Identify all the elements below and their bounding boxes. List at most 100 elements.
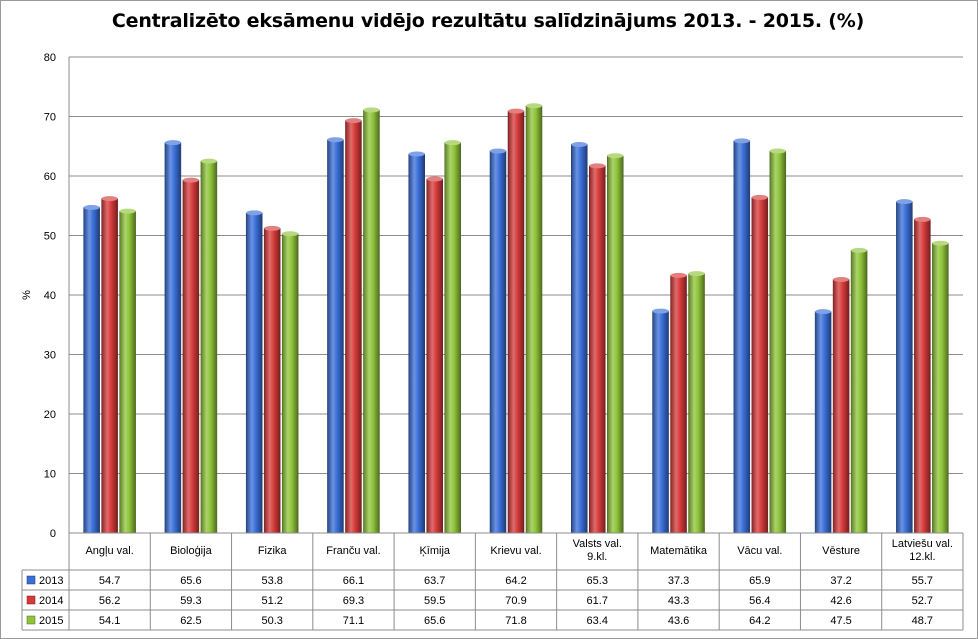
data-value-label: 65.6 [180, 575, 201, 587]
bar-top [200, 158, 217, 164]
bar [182, 179, 200, 534]
bar [652, 310, 669, 534]
data-value-label: 63.4 [587, 615, 608, 627]
y-axis-label: % [21, 290, 33, 300]
x-category-label: Krievu val. [490, 545, 541, 557]
bar-top [119, 208, 136, 214]
x-category-label: 12.kl. [909, 551, 935, 563]
bar [200, 160, 218, 534]
y-tick-label: 70 [44, 112, 56, 124]
data-value-label: 54.1 [99, 615, 120, 627]
bar-top [815, 309, 832, 315]
bar-top [164, 140, 181, 146]
legend-key [26, 575, 36, 585]
bar-top [851, 247, 868, 253]
data-value-label: 54.7 [99, 575, 120, 587]
data-value-label: 65.3 [587, 575, 608, 587]
bar [769, 150, 787, 534]
data-value-label: 43.3 [668, 595, 689, 607]
bar-top [914, 216, 931, 222]
bar [83, 207, 100, 534]
data-value-label: 42.6 [830, 595, 851, 607]
bar [444, 142, 461, 534]
x-category-label: Latviešu val. [892, 538, 953, 550]
bar-top [264, 225, 281, 231]
bar-top [363, 107, 380, 113]
data-value-label: 47.5 [830, 615, 851, 627]
data-value-label: 37.3 [668, 575, 689, 587]
bar [101, 198, 118, 534]
bar-top [607, 153, 624, 159]
bar-top [526, 103, 542, 109]
bar-top [833, 277, 850, 283]
data-value-label: 56.4 [749, 595, 770, 607]
bar [832, 279, 850, 534]
legend-label: 2013 [39, 575, 63, 587]
x-category-label: Matemātika [650, 545, 708, 557]
bar-top [444, 140, 461, 146]
bar [850, 250, 868, 534]
data-value-label: 51.2 [261, 595, 282, 607]
bar [426, 178, 443, 534]
data-value-label: 52.7 [912, 595, 933, 607]
bar-top [490, 148, 506, 154]
x-category-label: Vēsture [822, 545, 860, 557]
bar [932, 242, 949, 534]
data-value-label: 63.7 [424, 575, 445, 587]
data-value-label: 65.6 [424, 615, 445, 627]
bar-top [282, 231, 299, 237]
bar-top [246, 210, 263, 216]
bar [263, 228, 281, 534]
bar-top [751, 194, 768, 200]
data-value-label: 65.9 [749, 575, 770, 587]
bar [363, 109, 380, 534]
bar [589, 165, 606, 534]
bar-top [932, 240, 949, 246]
data-value-label: 62.5 [180, 615, 201, 627]
bar [896, 201, 913, 534]
x-category-label: Angļu val. [85, 545, 133, 557]
bar [688, 273, 705, 534]
y-tick-label: 80 [44, 52, 56, 64]
x-category-label: 9.kl. [587, 551, 607, 563]
y-tick-label: 60 [44, 171, 56, 183]
bar-top [571, 141, 588, 147]
bar [571, 144, 588, 534]
bar-top [345, 118, 362, 124]
data-value-label: 70.9 [505, 595, 526, 607]
bar-top [182, 177, 199, 183]
bar [345, 120, 362, 534]
y-tick-label: 20 [44, 409, 56, 421]
bar-top [896, 199, 913, 205]
bar-top [733, 138, 750, 144]
x-category-label: Valsts val. [573, 538, 622, 550]
data-value-label: 71.1 [343, 615, 364, 627]
bar [164, 142, 182, 534]
bar [751, 197, 769, 534]
bar [607, 155, 624, 534]
bar-top [408, 151, 425, 157]
bar-top [426, 176, 443, 182]
data-value-label: 61.7 [587, 595, 608, 607]
bar-top [688, 271, 705, 277]
chart-title: Centralizēto eksāmenu vidējo rezultātu s… [111, 10, 865, 32]
bar-top [327, 137, 344, 143]
bar [507, 110, 525, 534]
bar [489, 150, 507, 534]
bar [245, 212, 263, 534]
bar [733, 140, 751, 534]
y-tick-label: 10 [44, 469, 56, 481]
bar-top [508, 108, 524, 114]
data-value-label: 48.7 [912, 615, 933, 627]
data-value-label: 69.3 [343, 595, 364, 607]
x-category-label: Ķīmija [419, 545, 450, 557]
legend-label: 2014 [39, 595, 63, 607]
data-value-label: 43.6 [668, 615, 689, 627]
y-tick-label: 0 [50, 528, 56, 540]
legend-key [26, 615, 36, 625]
data-value-label: 53.8 [261, 575, 282, 587]
bar-top [652, 308, 669, 314]
bar [814, 311, 832, 534]
bar [525, 105, 543, 534]
